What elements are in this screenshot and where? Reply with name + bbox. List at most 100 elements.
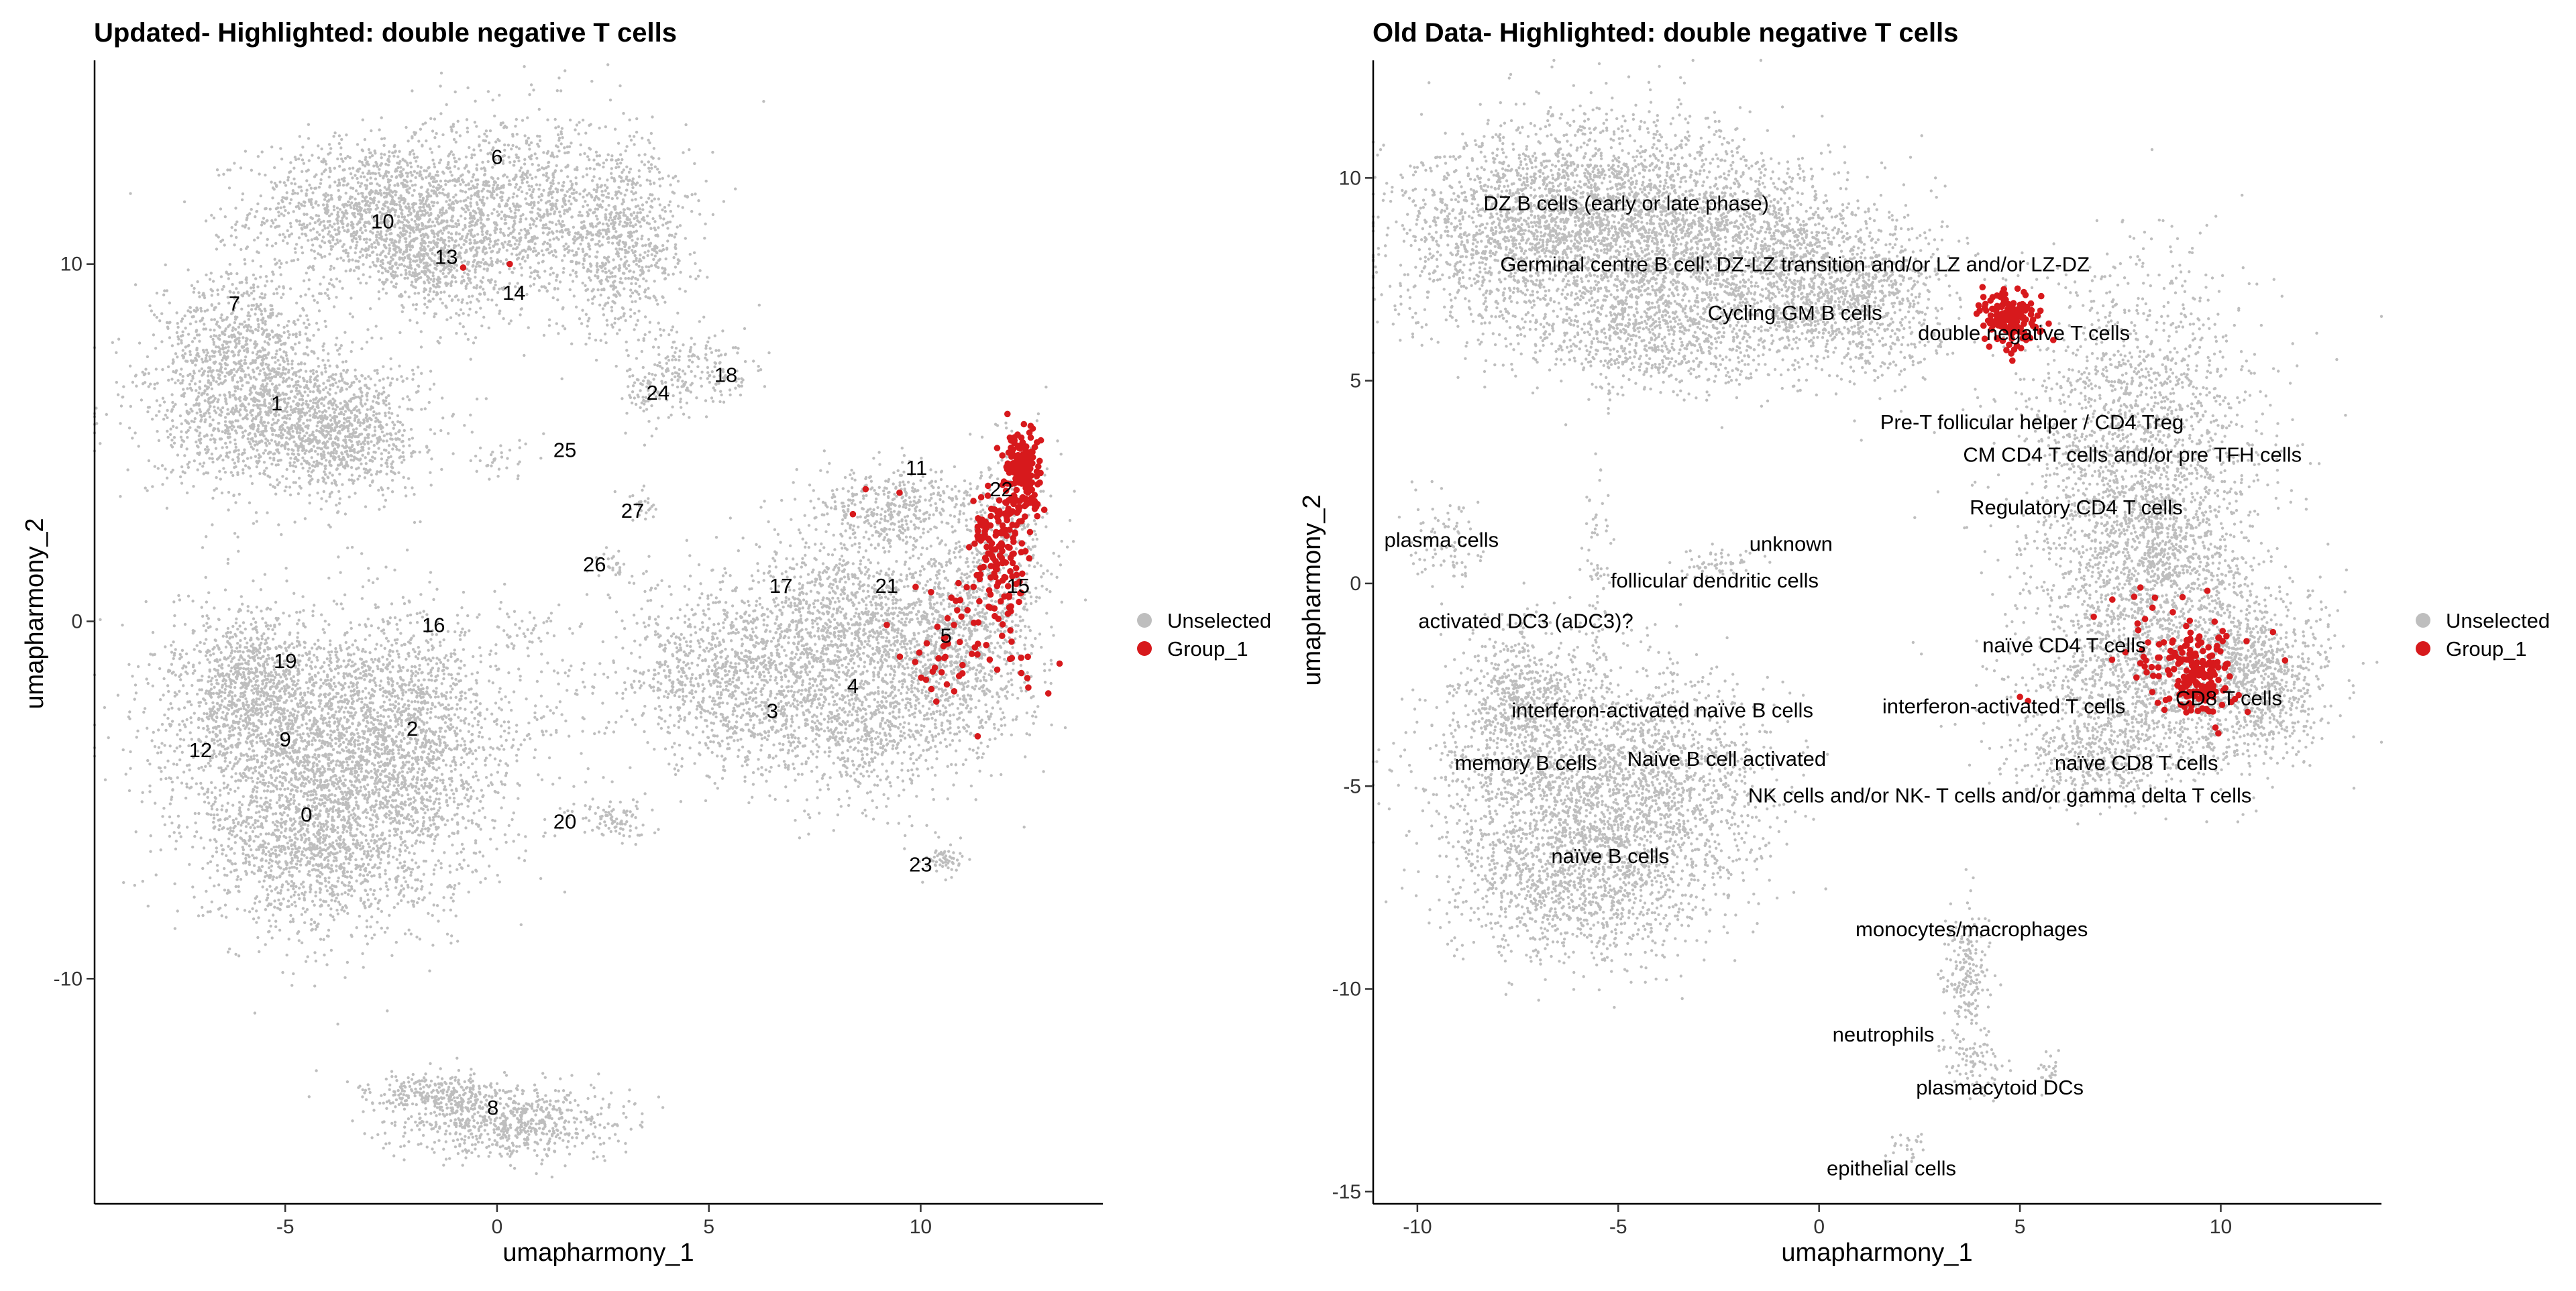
cluster-label: 12 — [189, 738, 212, 762]
cluster-label: 26 — [583, 553, 606, 576]
y-tick-label: 10 — [1339, 167, 1361, 189]
x-tick-label: 10 — [910, 1216, 932, 1238]
panel-1-x-axis-title: umapharmony_1 — [502, 1239, 694, 1267]
cluster-label: follicular dendritic cells — [1611, 569, 1819, 592]
cluster-label: Cycling GM B cells — [1708, 301, 1882, 325]
cluster-label: 6 — [491, 146, 502, 169]
panel-2-y-axis-title: umapharmony_2 — [1298, 494, 1326, 685]
x-tick-label: 5 — [2015, 1216, 2026, 1238]
cluster-label: 8 — [487, 1096, 498, 1119]
cluster-label: naïve B cells — [1551, 844, 1669, 868]
cluster-label: interferon-activated T cells — [1882, 694, 2125, 718]
cluster-label: 4 — [847, 674, 859, 697]
cluster-label: 24 — [647, 381, 669, 404]
cluster-label: activated DC3 (aDC3)? — [1418, 610, 1633, 633]
cluster-label: DZ B cells (early or late phase) — [1483, 192, 1769, 215]
cluster-label: monocytes/macrophages — [1856, 917, 2088, 941]
panel-1-points — [93, 63, 1087, 1179]
cluster-label: Pre-T follicular helper / CD4 Treg — [1880, 410, 2184, 434]
cluster-label: 15 — [1006, 574, 1029, 598]
cluster-label: 0 — [301, 803, 312, 826]
panel-old: Old Data- Highlighted: double negative T… — [1298, 18, 2550, 1267]
x-tick-label: 0 — [492, 1216, 503, 1238]
x-tick-label: -10 — [1403, 1216, 1432, 1238]
x-tick-label: 0 — [1813, 1216, 1825, 1238]
panel-1-axes: -5 0 5 10 -10 0 10 — [54, 60, 1103, 1238]
cluster-label: interferon-activated naïve B cells — [1511, 699, 1813, 722]
y-tick-label: 0 — [71, 611, 83, 633]
cluster-label: 7 — [229, 292, 240, 315]
panel-2-title: Old Data- Highlighted: double negative T… — [1373, 18, 1958, 48]
legend-2-unselected-label: Unselected — [2446, 609, 2550, 632]
cluster-label: 20 — [553, 810, 576, 834]
x-tick-label: -5 — [1609, 1216, 1627, 1238]
cluster-label: 9 — [280, 728, 291, 751]
legend-2-unselected-key — [2416, 613, 2430, 628]
legend-1-group-key — [1137, 641, 1152, 656]
x-tick-label: 10 — [2210, 1216, 2232, 1238]
cluster-label: 19 — [274, 649, 297, 673]
cluster-label: 17 — [769, 574, 792, 598]
legend-2-group-key — [2416, 641, 2430, 656]
cluster-label: 10 — [371, 209, 394, 233]
y-tick-label: 5 — [1350, 370, 1361, 392]
cluster-label: unknown — [1750, 532, 1833, 556]
cluster-label: CD8 T cells — [2176, 686, 2282, 710]
cluster-label: NK cells and/or NK- T cells and/or gamma… — [1748, 783, 2252, 807]
cluster-label: 5 — [941, 624, 952, 648]
cluster-label: double negative T cells — [1918, 321, 2130, 345]
y-tick-label: -10 — [54, 968, 83, 990]
cluster-label: 21 — [875, 574, 898, 598]
series-points-unselected — [93, 63, 1087, 1179]
cluster-label: 2 — [407, 717, 418, 740]
legend-1-group-label: Group_1 — [1167, 637, 1248, 661]
cluster-label: 22 — [989, 478, 1012, 501]
y-tick-label: 0 — [1350, 573, 1361, 595]
panel-2-legend: Unselected Group_1 — [2416, 609, 2550, 661]
series-unselected — [1371, 58, 2383, 1168]
panel-2-cluster-labels: DZ B cells (early or late phase) Germinal… — [1385, 192, 2302, 1180]
x-tick-label: -5 — [276, 1216, 294, 1238]
series-points-unselected — [1371, 58, 2383, 1168]
panel-2-x-axis-title: umapharmony_1 — [1781, 1239, 1972, 1267]
panel-1-title: Updated- Highlighted: double negative T … — [94, 18, 677, 48]
panel-1-legend: Unselected Group_1 — [1137, 609, 1271, 661]
cluster-label: Regulatory CD4 T cells — [1970, 496, 2183, 519]
legend-1-unselected-label: Unselected — [1167, 609, 1271, 632]
cluster-label: 11 — [906, 456, 927, 480]
x-tick-label: 5 — [703, 1216, 714, 1238]
cluster-label: epithelial cells — [1827, 1157, 1956, 1180]
cluster-label: Germinal centre B cell: DZ-LZ transition… — [1500, 252, 2090, 276]
cluster-label: CM CD4 T cells and/or pre TFH cells — [1963, 443, 2302, 467]
cluster-label: neutrophils — [1833, 1023, 1935, 1046]
panel-2-axes: -10 -5 0 5 10 -15 -10 -5 0 5 10 — [1332, 60, 2381, 1238]
legend-1-unselected-key — [1137, 613, 1152, 628]
panel-1-cluster-labels: 6 10 13 14 7 1 24 18 25 27 26 11 22 17 21 15 16 19 5 4 3 2 12 9… — [189, 146, 1030, 1119]
y-tick-label: -5 — [1343, 775, 1361, 797]
cluster-label: naïve CD8 T cells — [2055, 751, 2218, 775]
cluster-label: 16 — [422, 614, 445, 637]
cluster-label: 23 — [909, 853, 932, 877]
series-group-1 — [1973, 284, 2289, 737]
cluster-label: 13 — [435, 245, 458, 269]
cluster-label: 18 — [714, 363, 737, 387]
panel-2-points — [1371, 58, 2383, 1168]
cluster-label: 27 — [621, 499, 644, 522]
y-tick-label: -10 — [1332, 978, 1361, 1001]
cluster-label: memory B cells — [1455, 751, 1597, 775]
series-unselected — [93, 63, 1087, 1179]
panel-1-y-axis-title: umapharmony_2 — [21, 518, 49, 709]
cluster-label: Naive B cell activated — [1627, 747, 1826, 771]
cluster-label: 3 — [767, 699, 778, 722]
series-points-group-1 — [1973, 284, 2289, 737]
cluster-label: plasma cells — [1385, 528, 1499, 552]
cluster-label: plasmacytoid DCs — [1916, 1076, 2084, 1099]
legend-2-group-label: Group_1 — [2446, 637, 2527, 661]
y-tick-label: 10 — [60, 254, 83, 276]
cluster-label: naïve CD4 T cells — [1982, 634, 2146, 657]
cluster-label: 25 — [553, 438, 576, 461]
panel-updated: Updated- Highlighted: double negative T … — [21, 18, 1271, 1267]
cluster-label: 14 — [502, 281, 525, 304]
